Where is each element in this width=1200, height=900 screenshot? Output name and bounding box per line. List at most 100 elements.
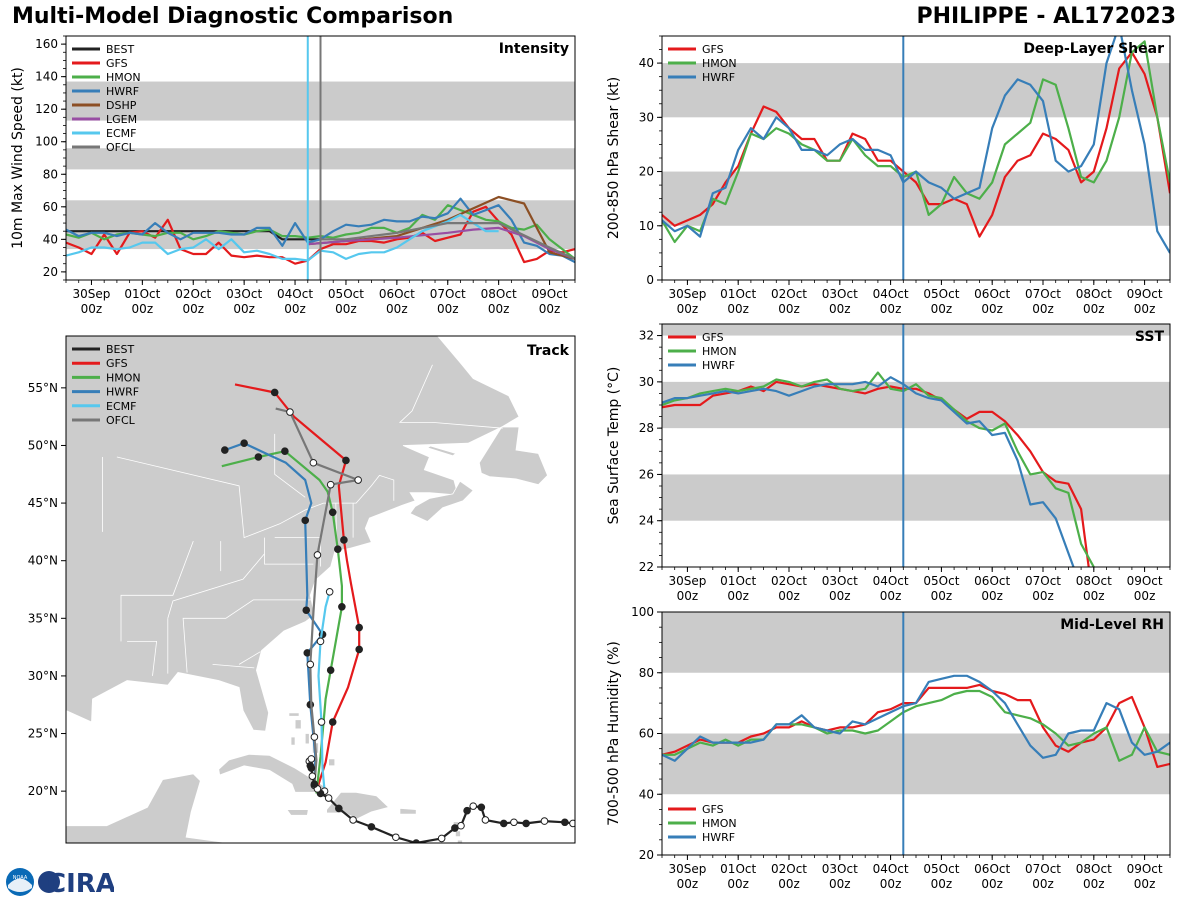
- land-bahamas-island: [290, 736, 296, 746]
- panel-title: Intensity: [499, 41, 569, 57]
- legend-label-hwrf: HWRF: [106, 386, 139, 399]
- track-line-ecmf: [315, 591, 331, 793]
- y-tick-label: 80: [639, 666, 654, 680]
- x-tick-day: 04Oct: [873, 574, 909, 588]
- x-tick-hour: 00z: [1032, 302, 1054, 316]
- series-line-hwrf: [662, 674, 1170, 762]
- x-tick-hour: 00z: [931, 589, 953, 603]
- x-tick-hour: 00z: [981, 302, 1003, 316]
- track-marker-ecmf: [317, 718, 326, 726]
- y-tick-label: 100: [35, 135, 58, 149]
- x-tick-day: 02Oct: [771, 287, 807, 301]
- track-marker-gfs: [328, 718, 337, 726]
- track-marker-best: [451, 824, 459, 832]
- y-tick-label: 24: [639, 514, 654, 528]
- track-marker-best: [437, 834, 446, 843]
- x-tick-day: 03Oct: [822, 287, 858, 301]
- legend-label-hwrf: HWRF: [702, 359, 735, 372]
- shaded-band: [662, 324, 1170, 336]
- shaded-band: [662, 171, 1170, 226]
- axes-frame: [661, 323, 1171, 568]
- legend-label-dshp: DSHP: [106, 99, 137, 112]
- track-marker-best: [510, 818, 518, 827]
- track-marker-best: [481, 816, 490, 824]
- series-group: [662, 36, 1170, 254]
- y-axis-label: 200-850 hPa Shear (kt): [606, 77, 622, 239]
- boundary-line: [182, 599, 313, 673]
- track-marker-hmon: [326, 666, 335, 674]
- track-marker-ecmf: [325, 588, 334, 596]
- legend-label-hmon: HMON: [702, 817, 737, 830]
- shaded-band: [662, 474, 1170, 521]
- land-bahamas-island: [328, 758, 336, 767]
- x-tick-day: 02Oct: [771, 862, 807, 876]
- track-marker-best: [522, 819, 530, 828]
- land-bahamas-island: [304, 733, 310, 745]
- x-tick-day: 05Oct: [923, 287, 959, 301]
- boundary-line: [116, 456, 395, 539]
- x-tick-day: 07Oct: [1025, 862, 1061, 876]
- x-tick-hour: 00z: [727, 877, 749, 891]
- track-marker-best: [463, 806, 471, 815]
- track-marker-best: [335, 804, 343, 813]
- x-tick-hour: 00z: [880, 302, 902, 316]
- series-line-hwrf: [662, 36, 1170, 254]
- y-tick-label: 40: [43, 232, 58, 246]
- track-marker-gfs: [355, 623, 363, 632]
- cira-logo: NOAA CIRA: [6, 868, 114, 898]
- x-tick-hour: 00z: [1134, 302, 1156, 316]
- x-tick-hour: 00z: [488, 302, 510, 316]
- legend-label-hmon: HMON: [702, 345, 737, 358]
- x-tick-day: 30Sep: [73, 287, 111, 301]
- y-tick-label: 20: [639, 848, 654, 862]
- x-tick-day: 09Oct: [532, 287, 568, 301]
- x-tick-hour: 00z: [233, 302, 255, 316]
- lat-tick-label: 25°N: [28, 727, 58, 741]
- x-tick-day: 05Oct: [328, 287, 364, 301]
- x-tick-day: 07Oct: [1025, 287, 1061, 301]
- legend-label-hwrf: HWRF: [702, 71, 735, 84]
- y-tick-label: 26: [639, 467, 654, 481]
- shaded-band: [662, 612, 1170, 673]
- panel-rh: 2040608010030Sep00z01Oct00z02Oct00z03Oct…: [606, 605, 1171, 891]
- track-marker-ofcl: [326, 480, 335, 489]
- y-tick-label: 22: [639, 560, 654, 574]
- land-nova-scotia: [409, 480, 474, 522]
- track-marker-ofcl: [286, 408, 294, 416]
- x-tick-hour: 00z: [539, 302, 561, 316]
- x-tick-day: 08Oct: [481, 287, 517, 301]
- track-marker-hmon: [334, 545, 342, 553]
- legend-label-hwrf: HWRF: [106, 85, 139, 98]
- lat-tick-label: 35°N: [28, 611, 58, 625]
- y-tick-label: 28: [639, 421, 654, 435]
- track-marker-gfs: [270, 388, 279, 397]
- track-marker-ofcl: [354, 476, 362, 484]
- legend-label-gfs: GFS: [702, 43, 724, 56]
- legend-label-lgem: LGEM: [106, 113, 137, 126]
- x-tick-hour: 00z: [284, 302, 306, 316]
- series-group: [662, 674, 1170, 769]
- track-marker-best: [412, 839, 420, 843]
- track-marker-best: [499, 819, 508, 828]
- track-marker-best: [569, 819, 575, 828]
- x-tick-hour: 00z: [1032, 589, 1054, 603]
- track-marker-hwrf: [301, 516, 310, 525]
- x-tick-hour: 00z: [1032, 877, 1054, 891]
- y-tick-label: 30: [639, 110, 654, 124]
- y-tick-label: 32: [639, 329, 654, 343]
- storm-id-title: PHILIPPE - AL172023: [916, 4, 1176, 29]
- track-marker-hwrf: [221, 446, 229, 454]
- x-tick-hour: 00z: [182, 302, 204, 316]
- cira-logo-text: CIRA: [47, 869, 114, 898]
- track-marker-best: [469, 802, 478, 810]
- land-newfoundland: [478, 426, 548, 486]
- track-marker-best: [561, 818, 569, 827]
- boundary-line: [120, 540, 194, 642]
- x-tick-day: 09Oct: [1127, 862, 1163, 876]
- track-marker-best: [310, 780, 319, 789]
- x-tick-hour: 00z: [677, 589, 699, 603]
- lat-tick-label: 20°N: [28, 784, 58, 798]
- x-tick-day: 07Oct: [1025, 574, 1061, 588]
- track-line-hwrf: [224, 442, 324, 789]
- legend-label-gfs: GFS: [106, 357, 128, 370]
